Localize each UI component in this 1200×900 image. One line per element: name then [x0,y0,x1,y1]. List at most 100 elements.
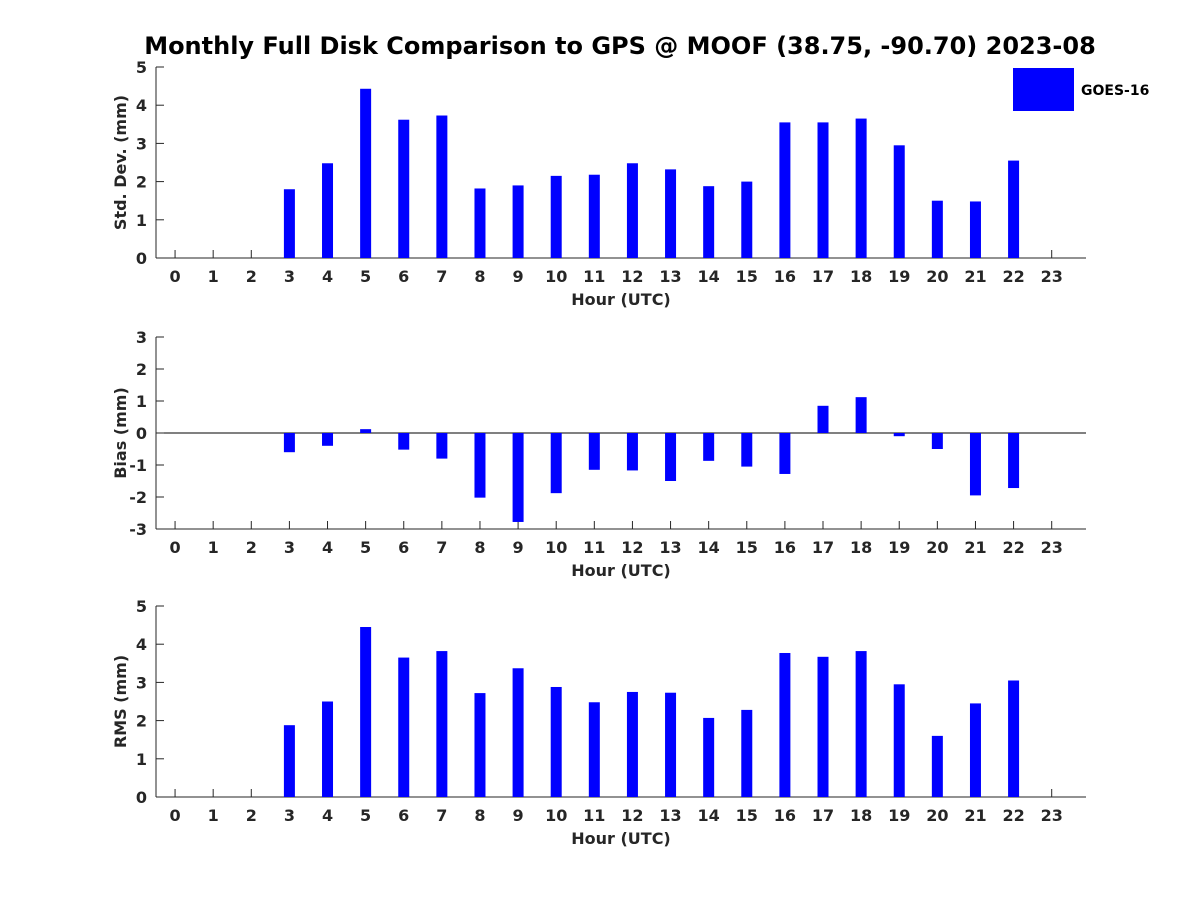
x-tick-label: 4 [322,806,333,825]
x-tick-label: 12 [621,538,643,557]
x-tick-label: 11 [583,267,605,286]
x-tick-label: 21 [964,806,986,825]
x-tick-label: 23 [1041,806,1063,825]
y-tick-label: 2 [136,173,147,192]
x-tick-label: 17 [812,806,834,825]
bar-hour-15 [741,433,753,467]
x-axis-label: Hour (UTC) [571,561,671,580]
x-tick-label: 19 [888,538,910,557]
x-tick-label: 5 [360,538,371,557]
x-tick-label: 16 [774,267,796,286]
bar-hour-22 [1008,680,1020,797]
x-tick-label: 3 [284,538,295,557]
bar-hour-18 [855,651,867,797]
x-tick-label: 21 [964,538,986,557]
bar-hour-17 [817,656,829,797]
y-tick-label: -2 [129,488,147,507]
bar-hour-21 [969,433,981,496]
x-tick-label: 22 [1002,538,1024,557]
x-tick-label: 17 [812,538,834,557]
bar-hour-17 [817,405,829,433]
x-axis-label: Hour (UTC) [571,829,671,848]
x-tick-label: 16 [774,538,796,557]
bar-hour-14 [703,186,715,258]
x-tick-label: 11 [583,538,605,557]
bar-hour-19 [893,433,905,437]
x-tick-label: 13 [659,267,681,286]
chart-title: Monthly Full Disk Comparison to GPS @ MO… [144,32,1096,60]
bar-hour-20 [931,433,943,449]
x-tick-label: 19 [888,267,910,286]
y-tick-label: 5 [136,58,147,77]
y-tick-label: 2 [136,712,147,731]
bar-hour-8 [474,188,486,258]
bar-hour-21 [969,201,981,258]
bar-hour-22 [1008,433,1020,489]
x-tick-label: 10 [545,267,567,286]
bar-hour-13 [665,169,677,258]
bar-hour-13 [665,433,677,481]
x-tick-label: 14 [698,538,720,557]
x-tick-label: 20 [926,806,948,825]
y-axis-label: RMS (mm) [111,655,130,748]
bar-hour-8 [474,433,486,498]
x-tick-label: 0 [169,267,180,286]
x-tick-label: 13 [659,806,681,825]
y-tick-label: 0 [136,249,147,268]
bar-hour-5 [360,627,372,797]
bar-hour-21 [969,703,981,797]
x-tick-label: 16 [774,806,796,825]
bar-hour-3 [283,189,295,258]
x-tick-label: 18 [850,267,872,286]
x-tick-label: 11 [583,806,605,825]
bar-hour-10 [550,175,562,258]
bar-hour-18 [855,118,867,258]
x-tick-label: 5 [360,267,371,286]
bar-hour-14 [703,717,715,797]
y-tick-label: 4 [136,96,147,115]
bar-hour-16 [779,652,791,797]
x-tick-label: 9 [513,806,524,825]
x-tick-label: 10 [545,538,567,557]
y-tick-label: 1 [136,750,147,769]
x-tick-label: 8 [474,806,485,825]
y-tick-label: -1 [129,456,147,475]
x-tick-label: 7 [436,538,447,557]
y-tick-label: 2 [136,360,147,379]
bar-hour-7 [436,115,448,258]
x-tick-label: 5 [360,806,371,825]
bar-hour-13 [665,692,677,797]
bar-hour-3 [283,433,295,453]
y-tick-label: 0 [136,424,147,443]
bar-hour-17 [817,122,829,258]
bar-hour-15 [741,709,753,797]
bar-hour-4 [322,701,334,797]
x-tick-label: 4 [322,267,333,286]
bar-hour-9 [512,668,524,797]
x-tick-label: 6 [398,267,409,286]
x-tick-label: 18 [850,538,872,557]
bar-hour-18 [855,397,867,433]
x-tick-label: 2 [246,538,257,557]
y-tick-label: 1 [136,211,147,230]
bar-hour-5 [360,429,372,433]
bar-hour-9 [512,185,524,258]
x-tick-label: 10 [545,806,567,825]
y-tick-label: 3 [136,328,147,347]
x-tick-label: 1 [208,267,219,286]
y-axis-label: Bias (mm) [111,387,130,479]
x-tick-label: 15 [736,538,758,557]
x-tick-label: 8 [474,538,485,557]
x-tick-label: 3 [284,267,295,286]
x-tick-label: 19 [888,806,910,825]
bar-hour-16 [779,122,791,258]
bar-hour-3 [283,725,295,797]
bar-hour-11 [588,433,600,470]
bar-hour-14 [703,433,715,461]
bar-hour-10 [550,686,562,797]
y-axis-label: Std. Dev. (mm) [111,95,130,230]
x-tick-label: 14 [698,806,720,825]
